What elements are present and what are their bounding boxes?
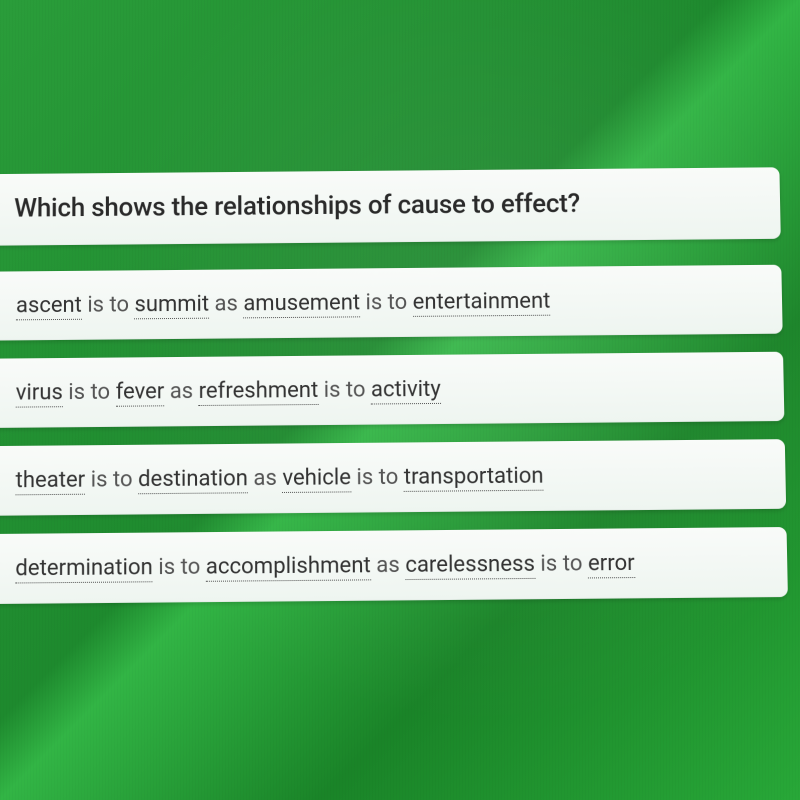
connector: is to <box>82 292 135 317</box>
answer-option-3[interactable]: theater is to destination as vehicle is … <box>0 439 786 516</box>
question-card: Which shows the relationships of cause t… <box>0 167 781 245</box>
answer-word: activity <box>371 377 441 405</box>
answer-word: accomplishment <box>206 553 371 582</box>
answer-word: theater <box>16 467 86 495</box>
quiz-container: Which shows the relationships of cause t… <box>0 0 800 604</box>
answer-word: amusement <box>243 290 360 318</box>
connector: is to <box>85 467 138 493</box>
answer-option-4[interactable]: determination is to accomplishment as ca… <box>0 527 788 604</box>
question-text: Which shows the relationships of cause t… <box>14 189 580 224</box>
answer-word: fever <box>116 379 165 407</box>
answer-word: error <box>588 551 635 579</box>
connector: is to <box>351 465 404 491</box>
answer-word: transportation <box>404 463 544 491</box>
connector: as <box>209 291 243 316</box>
answer-word: entertainment <box>413 289 551 317</box>
answer-option-1[interactable]: ascent is to summit as amusement is to e… <box>0 265 783 341</box>
connector: as <box>371 553 406 579</box>
answer-option-2[interactable]: virus is to fever as refreshment is to a… <box>0 352 784 428</box>
answer-word: summit <box>134 292 209 320</box>
answer-word: virus <box>16 380 63 408</box>
answer-word: determination <box>15 555 153 584</box>
connector: is to <box>153 554 206 580</box>
answer-word: refreshment <box>199 378 319 406</box>
connector: as <box>164 379 198 404</box>
answer-word: ascent <box>16 293 82 321</box>
connector: is to <box>63 380 116 406</box>
answer-word: vehicle <box>282 465 351 493</box>
connector: as <box>248 466 283 492</box>
answer-word: destination <box>138 466 248 494</box>
connector: is to <box>535 551 588 577</box>
connector: is to <box>318 377 371 403</box>
connector: is to <box>360 290 413 315</box>
answer-word: carelessness <box>405 552 535 581</box>
